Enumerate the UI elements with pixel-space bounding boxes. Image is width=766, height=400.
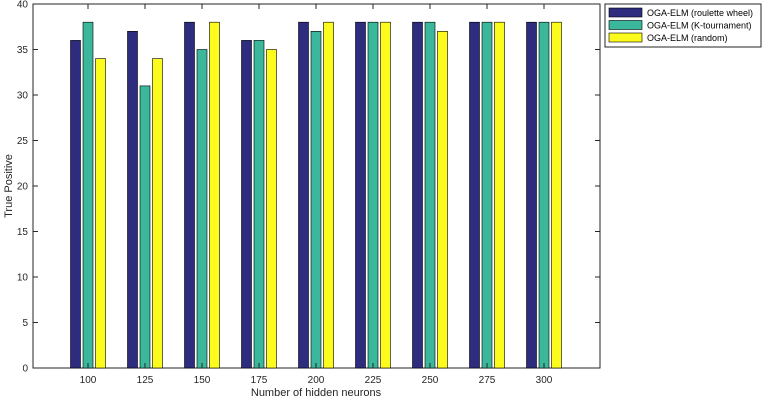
bar-250-series-1 xyxy=(412,21,423,369)
bar-100-series-2 xyxy=(82,21,94,369)
bar-200-series-2 xyxy=(310,30,322,369)
bar-225-series-3 xyxy=(380,21,391,369)
y-tick-label: 10 xyxy=(17,273,29,284)
legend-swatch-2 xyxy=(608,20,643,30)
x-tick-label: 150 xyxy=(194,375,211,386)
legend-swatch-3 xyxy=(608,32,643,43)
bar-200-series-1 xyxy=(298,21,309,369)
x-tick-label: 250 xyxy=(422,375,439,386)
x-tick-label: 100 xyxy=(80,375,97,386)
bar-150-series-3 xyxy=(209,21,220,369)
y-tick-label: 20 xyxy=(17,182,29,193)
bar-275-series-3 xyxy=(494,21,505,369)
bar-175-series-2 xyxy=(253,40,265,369)
legend-label-1: OGA-ELM (roulette wheel) xyxy=(647,8,753,18)
y-tick-label: 35 xyxy=(17,45,29,56)
bar-225-series-1 xyxy=(355,21,366,369)
x-tick-label: 275 xyxy=(479,375,496,386)
x-tick-label: 175 xyxy=(251,375,268,386)
legend-label-2: OGA-ELM (K-tournament) xyxy=(647,21,752,31)
bar-275-series-2 xyxy=(481,21,493,369)
bar-300-series-3 xyxy=(551,21,562,369)
bar-300-series-1 xyxy=(526,21,537,369)
x-axis-title: Number of hidden neurons xyxy=(251,387,382,399)
y-tick-label: 15 xyxy=(17,227,29,238)
x-tick-label: 200 xyxy=(308,375,325,386)
bar-175-series-3 xyxy=(266,49,277,369)
legend-label-3: OGA-ELM (random) xyxy=(647,33,728,43)
x-tick-label: 225 xyxy=(365,375,382,386)
bar-275-series-1 xyxy=(469,21,480,369)
bar-125-series-2 xyxy=(139,85,151,369)
y-tick-label: 25 xyxy=(17,136,29,147)
y-tick-label: 40 xyxy=(17,0,29,11)
y-axis-title: True Positive xyxy=(3,154,15,218)
y-tick-label: 5 xyxy=(22,318,28,329)
bar-200-series-3 xyxy=(323,21,334,369)
x-axis-ticks: 100 125 150 175 200 225 250 275 300 xyxy=(80,4,553,386)
x-tick-label: 125 xyxy=(137,375,154,386)
bar-250-series-2 xyxy=(424,21,436,369)
bars-group xyxy=(70,21,562,369)
legend: OGA-ELM (roulette wheel) OGA-ELM (K-tourn… xyxy=(604,3,762,48)
bar-125-series-3 xyxy=(152,58,163,369)
bar-125-series-1 xyxy=(127,30,138,369)
bar-175-series-1 xyxy=(241,40,252,369)
bar-150-series-1 xyxy=(184,21,195,369)
x-tick-label: 300 xyxy=(536,375,553,386)
y-tick-label: 0 xyxy=(22,364,28,375)
bar-225-series-2 xyxy=(367,21,379,369)
bar-250-series-3 xyxy=(437,30,448,369)
bar-150-series-2 xyxy=(196,49,208,369)
bar-100-series-1 xyxy=(70,40,81,369)
y-tick-label: 30 xyxy=(17,91,29,102)
legend-swatch-1 xyxy=(608,7,643,18)
bar-100-series-3 xyxy=(95,58,106,369)
y-axis-ticks: 0 5 10 15 20 25 30 35 40 xyxy=(17,0,600,375)
bar-300-series-2 xyxy=(538,21,550,369)
